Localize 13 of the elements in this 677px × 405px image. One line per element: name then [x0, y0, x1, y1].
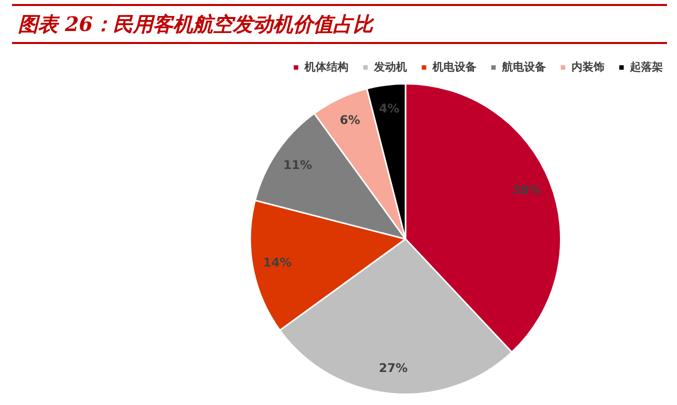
data-label: 38%: [512, 183, 542, 198]
chart-title: 图表 26：民用客机航空发动机价值占比: [18, 11, 373, 38]
data-label: 27%: [378, 360, 408, 375]
legend-label: 内装饰: [572, 60, 604, 74]
data-label: 11%: [283, 158, 312, 172]
data-label: 4%: [378, 102, 400, 116]
data-label: 14%: [263, 256, 292, 270]
legend-label: 发动机: [373, 60, 407, 74]
legend-label: 起落架: [629, 60, 663, 74]
legend-label: 机体结构: [304, 60, 348, 74]
legend-label: 机电设备: [432, 60, 476, 74]
data-label: 6%: [340, 113, 360, 128]
legend-label: 航电设备: [501, 60, 546, 74]
